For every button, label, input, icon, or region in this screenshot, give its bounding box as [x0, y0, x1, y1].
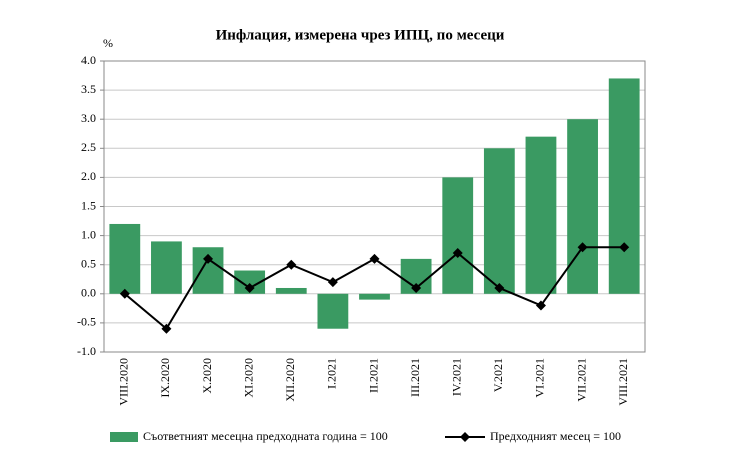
y-tick-label: -0.5 — [77, 315, 96, 329]
bar — [151, 241, 182, 294]
y-tick-label: 3.5 — [81, 82, 96, 96]
bar — [109, 223, 141, 294]
y-tick-label: 2.5 — [81, 140, 96, 154]
x-tick-label: VI.2021 — [533, 358, 547, 398]
bar — [567, 119, 598, 294]
bar — [359, 293, 390, 300]
bar — [525, 136, 557, 294]
bar — [442, 177, 474, 294]
marker — [119, 288, 130, 299]
plot-border — [103, 60, 646, 353]
y-tick-label: 4.0 — [81, 53, 96, 67]
legend-label: Съответният месецна предходната година =… — [143, 429, 388, 443]
chart-title: Инфлация, измерена чрез ИПЦ, по месеци — [216, 27, 505, 43]
x-tick-label: VIII.2020 — [117, 358, 131, 406]
marker — [244, 282, 255, 293]
x-tick-label: IX.2020 — [158, 358, 172, 398]
bar — [317, 293, 349, 329]
x-tick-label: IV.2021 — [449, 358, 463, 396]
marker — [494, 282, 505, 293]
marker — [327, 277, 338, 288]
y-tick-label: 0.0 — [81, 286, 96, 300]
y-tick-label: 1.0 — [81, 227, 96, 241]
x-tick-label: V.2021 — [491, 358, 505, 392]
marker — [535, 300, 546, 311]
marker — [203, 253, 214, 264]
y-tick-label: 1.5 — [81, 198, 96, 212]
bar — [483, 148, 515, 294]
bar — [275, 287, 307, 294]
marker — [577, 242, 588, 253]
legend-swatch — [110, 432, 138, 442]
y-tick-label: 2.0 — [81, 169, 96, 183]
legend-label: Предходният месец = 100 — [490, 429, 621, 443]
x-tick-label: XI.2020 — [241, 358, 255, 398]
y-tick-label: -1.0 — [77, 344, 96, 358]
legend-swatch — [460, 432, 470, 442]
y-tick-label: 3.0 — [81, 111, 96, 125]
bar — [608, 78, 640, 294]
y-tick-label: 0.5 — [81, 256, 96, 270]
marker — [619, 242, 630, 253]
x-tick-label: XII.2020 — [283, 358, 297, 402]
x-tick-label: III.2021 — [408, 358, 422, 397]
marker — [369, 253, 380, 264]
marker — [411, 282, 422, 293]
marker — [286, 259, 297, 270]
x-tick-label: VII.2021 — [574, 358, 588, 402]
marker — [452, 248, 463, 259]
bar — [234, 270, 266, 294]
x-tick-label: II.2021 — [366, 358, 380, 393]
x-tick-label: VIII.2021 — [616, 358, 630, 406]
marker — [161, 323, 172, 334]
x-tick-label: I.2021 — [325, 358, 339, 389]
y-axis-label: % — [103, 36, 113, 50]
x-tick-label: X.2020 — [200, 358, 214, 394]
